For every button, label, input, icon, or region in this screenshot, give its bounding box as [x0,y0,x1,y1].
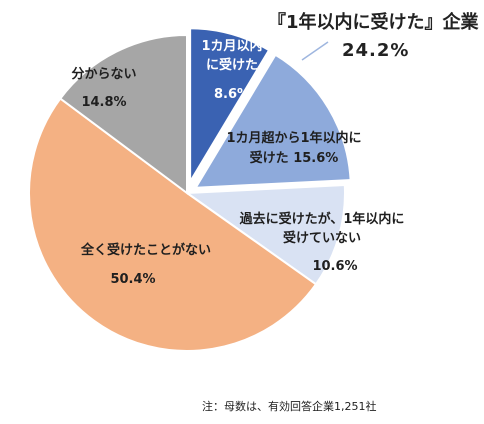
slice-past-not-within-year-label: 受けていない [283,230,361,246]
slice-past-not-within-year [184,184,346,286]
callout-value: 24.2% [342,40,410,61]
slice-never [28,97,318,352]
slice-unknown [58,33,188,195]
slice-1-month-to-1-year-label: 受けた 15.6% [250,150,339,166]
slice-1-month-within-label: 1カ月以内 [201,38,262,54]
slice-1-month-within [187,25,274,193]
slice-past-not-within-year-value: 10.6% [312,259,357,274]
slice-1-month-to-1-year-label: 1カ月超から1年以内に [226,130,361,146]
slice-unknown-label: 分からない [71,66,136,82]
slice-1-month-within-value: 8.6% [214,87,250,102]
slice-unknown-value: 14.8% [81,95,126,110]
slice-1-month-to-1-year [190,50,354,192]
slice-past-not-within-year-label: 過去に受けたが、1年以内に [239,211,405,227]
slice-1-month-within-label: に受けた [206,57,258,73]
callout-leader-line [301,41,329,61]
footnote: 注：母数は、有効回答企業1,251社 [202,400,377,413]
callout-title: 『1年以内に受けた』企業 [268,12,479,33]
slice-never-label: 全く受けたことがない [80,242,211,258]
slice-never-value: 50.4% [110,272,155,287]
